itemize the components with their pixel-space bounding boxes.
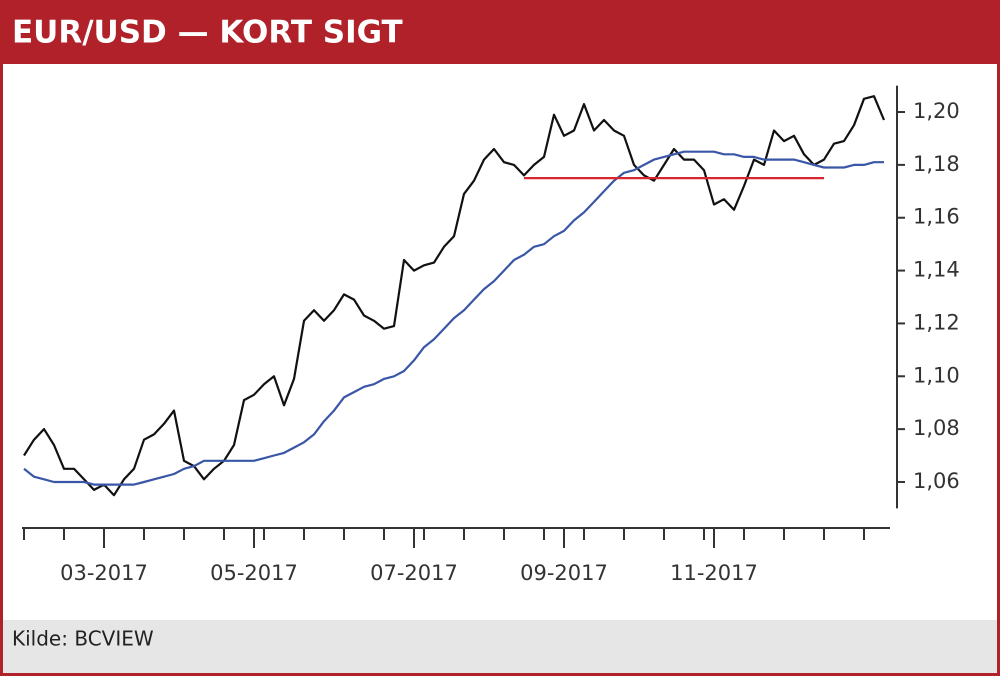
x-tick-label: 05-2017 xyxy=(210,561,298,585)
y-tick-label: 1,08 xyxy=(913,416,960,440)
x-tick-label: 11-2017 xyxy=(670,561,758,585)
footer-bar xyxy=(2,620,998,674)
y-tick-label: 1,06 xyxy=(913,469,960,493)
y-tick-label: 1,18 xyxy=(913,152,960,176)
header-bar xyxy=(0,0,1000,64)
x-tick-label: 03-2017 xyxy=(60,561,148,585)
y-tick-label: 1,16 xyxy=(913,205,960,229)
plot-area: 1,06 1,08 1,10 1,12 1,14 1,16 1,18 1,20 03-2017 0… xyxy=(22,85,960,585)
y-tick-label: 1,10 xyxy=(913,363,960,387)
series-line xyxy=(23,150,884,486)
series-line xyxy=(23,95,886,497)
x-tick-label: 09-2017 xyxy=(520,561,608,585)
y-tick-label: 1,14 xyxy=(913,258,960,282)
y-tick-label: 1,20 xyxy=(913,99,960,123)
x-tick-label: 07-2017 xyxy=(370,561,458,585)
chart-title: EUR/USD — KORT SIGT xyxy=(12,15,403,51)
y-tick-label: 1,12 xyxy=(913,310,960,334)
source-note: Kilde: BCVIEW xyxy=(12,627,154,651)
